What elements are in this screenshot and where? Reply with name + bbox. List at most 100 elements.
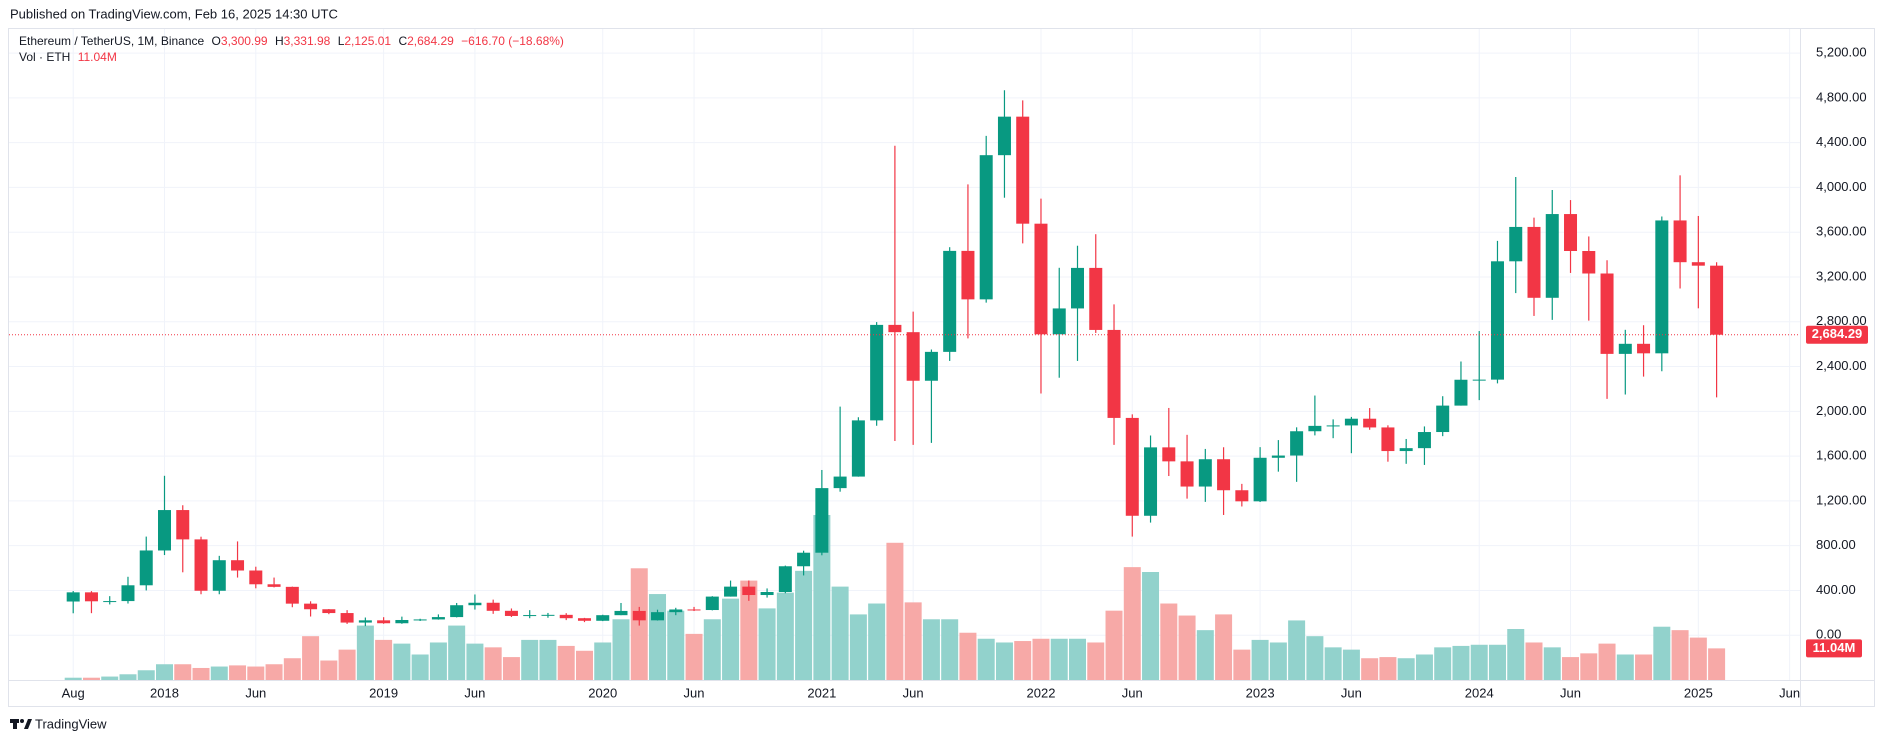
- candle-body: [212, 560, 226, 591]
- x-tick-label: 2024: [1465, 685, 1494, 700]
- volume-bar: [1470, 644, 1488, 680]
- x-tick-label: Jun: [1560, 685, 1581, 700]
- volume-bar: [64, 677, 82, 680]
- candle-body: [1271, 455, 1285, 458]
- candle-body: [340, 613, 354, 623]
- candle-body: [413, 619, 427, 621]
- logo-shape: [20, 719, 24, 723]
- volume-bar: [356, 625, 374, 680]
- volume-bar: [101, 676, 119, 680]
- y-tick-label: 4,000.00: [1816, 179, 1867, 194]
- candle-body: [377, 620, 391, 624]
- candle-body: [1509, 226, 1523, 262]
- y-tick-label: 4,800.00: [1816, 89, 1867, 104]
- volume-bar: [1434, 647, 1452, 680]
- candle-body: [1490, 261, 1504, 380]
- volume-bar: [1087, 642, 1105, 680]
- y-tick-label: 4,400.00: [1816, 134, 1867, 149]
- y-tick-label: 400.00: [1816, 582, 1856, 597]
- y-tick-label: 1,200.00: [1816, 492, 1867, 507]
- y-tick-label: 2,400.00: [1816, 358, 1867, 373]
- volume-bar: [192, 667, 210, 680]
- candle-body: [395, 619, 409, 624]
- volume-bar: [795, 570, 813, 680]
- candle-body: [139, 550, 153, 586]
- candle-body: [66, 592, 80, 602]
- candle-body: [1016, 116, 1030, 224]
- candle-body: [1217, 459, 1231, 491]
- volume-bar: [1361, 658, 1379, 680]
- volume-tag-label: 11.04M: [1813, 640, 1856, 655]
- volume-bar: [1342, 649, 1360, 680]
- x-tick-label: Jun: [1341, 685, 1362, 700]
- volume-bar: [941, 619, 959, 680]
- y-tick-label: 800.00: [1816, 537, 1856, 552]
- candle-body: [1052, 308, 1066, 335]
- volume-bar: [174, 664, 192, 680]
- candle-body: [103, 601, 117, 603]
- volume-bar: [831, 586, 849, 680]
- volume-bar: [338, 649, 356, 680]
- volume-bar: [1671, 630, 1689, 680]
- candle-body: [468, 602, 482, 606]
- plot-area: [9, 29, 1800, 680]
- candle-body: [1454, 379, 1468, 406]
- volume-bar: [137, 670, 155, 680]
- volume-bar: [502, 657, 520, 680]
- legend-change: −616.70 (−18.68%): [461, 34, 564, 48]
- candle-body: [632, 610, 646, 621]
- candle-body: [833, 476, 847, 489]
- volume-bar: [685, 633, 703, 680]
- volume-bar: [1525, 642, 1543, 680]
- volume-bar: [1142, 572, 1160, 680]
- volume-bar: [722, 598, 740, 680]
- logo-shape: [13, 719, 17, 729]
- volume-bar: [849, 614, 867, 680]
- candle-body: [1253, 457, 1267, 502]
- candle-body: [1107, 329, 1121, 418]
- volume-bar: [1324, 647, 1342, 680]
- volume-bar: [1178, 615, 1196, 680]
- volume-bar: [813, 515, 831, 680]
- volume-bar: [156, 664, 173, 680]
- candle-body: [1618, 343, 1632, 354]
- candle-body: [1545, 214, 1559, 298]
- y-tick-label: 3,600.00: [1816, 224, 1867, 239]
- candle-body: [1527, 226, 1541, 298]
- published-note: Published on TradingView.com, Feb 16, 20…: [10, 6, 338, 21]
- legend-key: C: [398, 34, 407, 48]
- volume-bar: [320, 660, 338, 680]
- legend-key: L: [338, 34, 345, 48]
- candle-body: [84, 592, 98, 602]
- candle-body: [1290, 431, 1304, 456]
- candle-body: [486, 602, 500, 611]
- volume-bar: [82, 677, 100, 680]
- candle-body: [504, 610, 518, 616]
- candle-body: [997, 116, 1011, 156]
- volume-bar: [1580, 653, 1598, 680]
- candle-body: [523, 615, 537, 617]
- candle-body: [943, 250, 957, 352]
- y-tick-label: 1,600.00: [1816, 448, 1867, 463]
- candle-body: [687, 609, 701, 611]
- candle-body: [924, 351, 938, 381]
- candle-body: [1673, 220, 1687, 263]
- candle-body: [1582, 251, 1596, 274]
- x-tick-label: Jun: [903, 685, 924, 700]
- candle-body: [231, 560, 245, 571]
- volume-bar: [1288, 620, 1306, 680]
- legend-value: 2,125.01: [344, 34, 391, 48]
- volume-bar: [1269, 642, 1287, 680]
- volume-bar: [1452, 645, 1470, 680]
- volume-bar: [557, 645, 575, 680]
- volume-bar: [575, 650, 593, 680]
- volume-bar: [393, 643, 411, 680]
- candle-body: [870, 324, 884, 421]
- volume-bar: [539, 639, 557, 680]
- volume-bar: [448, 625, 466, 680]
- last-price-label: 2,684.29: [1812, 326, 1863, 341]
- x-tick-label: Jun: [245, 685, 266, 700]
- volume-bar: [283, 658, 301, 680]
- y-tick-label: 5,200.00: [1816, 45, 1867, 60]
